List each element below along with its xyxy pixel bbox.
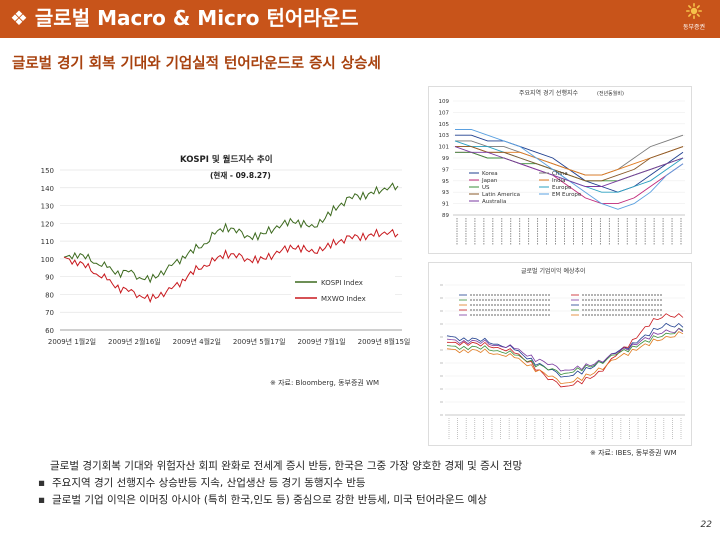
leading-y-tick-label: 93 (442, 190, 449, 196)
earnings-source-note: ※ 자료: IBES, 동부증권 WM (590, 449, 677, 457)
leading-legend-label: Japan (481, 178, 498, 184)
leading-chart-title: 주요지역 경기 선행지수 (519, 89, 578, 97)
leading-y-tick-label: 107 (439, 110, 450, 116)
kospi-y-tick-label: 90 (45, 274, 54, 282)
leading-y-tick-label: 99 (442, 156, 449, 162)
leading-legend-label: China (552, 171, 568, 177)
kospi-y-tick-label: 110 (41, 238, 54, 246)
kospi-chart-title: KOSPI 및 월드지수 추이 (180, 154, 273, 165)
kospi-legend-label: MXWO Index (321, 295, 366, 303)
kospi-legend-box (291, 272, 395, 306)
kospi-chart-svg: KOSPI 및 월드지수 추이 (현재 - 09.8.27) 60 70 80 90 100… (41, 154, 411, 346)
summary-bullet-text: 글로벌 기업 이익은 이머징 아시아 (특히 한국,인도 등) 중심으로 강한 … (52, 494, 487, 506)
kospi-x-tick-label: 2009년 1월2일 (48, 337, 96, 346)
header-bar: ❖ 글로벌 Macro & Micro 턴어라운드 동부증권 (0, 0, 720, 38)
kospi-y-tick-label: 130 (41, 203, 54, 211)
earnings-series-line (446, 327, 684, 372)
leading-legend-label: EM Europe (552, 192, 582, 198)
square-bullet-icon: ▪ (38, 494, 46, 506)
leading-legend-label: Latin America (482, 192, 520, 198)
kospi-chart: KOSPI 및 월드지수 추이 (현재 - 09.8.27) 60 70 80 90 100… (30, 150, 425, 375)
diamond-bullet-icon: ❖ (10, 6, 28, 30)
leading-legend-label: Australia (482, 199, 506, 205)
slide-subtitle: 글로벌 경기 회복 기대와 기업실적 턴어라운드로 증시 상승세 (12, 56, 381, 72)
kospi-y-tick-label: 100 (41, 256, 54, 264)
leading-series-line (455, 146, 684, 182)
kospi-source-note: ※ 자료: Bloomberg, 동부증권 WM (270, 379, 380, 387)
leading-series-line (454, 146, 684, 187)
kospi-x-tick-label: 2009년 5월17일 (233, 337, 286, 346)
kospi-series-line (63, 182, 399, 284)
summary-bullet-1: ▪ 주요지역 경기 선행지수 상승반등 지속, 산업생산 등 경기 동행지수 반등 (38, 475, 688, 492)
kospi-legend-label: KOSPI Index (321, 279, 363, 287)
summary-intro: 글로벌 경기회복 기대와 위험자산 회피 완화로 전세계 증시 반등, 한국은 … (50, 460, 523, 472)
leading-y-tick-label: 101 (439, 145, 450, 151)
earnings-series-line (446, 331, 684, 385)
kospi-y-tick-label: 150 (41, 167, 54, 175)
logo-text: 동부증권 (682, 24, 706, 31)
leading-legend-label: India (552, 178, 566, 184)
earnings-series-line (446, 327, 684, 376)
earnings-chart-title: 글로벌 기업이익 예상추이 (521, 267, 586, 275)
slide-title: ❖ 글로벌 Macro & Micro 턴어라운드 (10, 4, 358, 32)
summary-bullet-2: ▪ 글로벌 기업 이익은 이머징 아시아 (특히 한국,인도 등) 중심으로 강한… (38, 492, 688, 509)
kospi-series-line (63, 228, 399, 304)
leading-index-chart: 주요지역 경기 선행지수 (전년동월비) 89 91 93 95 97 99 101 103 105… (428, 86, 692, 254)
kospi-y-tick-label: 70 (45, 309, 54, 317)
slide-title-text: 글로벌 Macro & Micro 턴어라운드 (34, 6, 359, 30)
leading-y-tick-label: 105 (439, 122, 450, 128)
leading-y-tick-label: 91 (442, 202, 449, 208)
kospi-y-tick-label: 140 (41, 185, 54, 193)
kospi-x-tick-label: 2009년 2월16일 (108, 337, 161, 346)
kospi-y-tick-label: 80 (45, 291, 54, 299)
kospi-x-tick-label: 2009년 7월1일 (297, 337, 345, 346)
kospi-chart-subtitle: (현재 - 09.8.27) (210, 170, 271, 180)
leading-y-tick-label: 97 (442, 167, 449, 173)
leading-chart-title-note: (전년동월비) (597, 90, 624, 97)
kospi-x-tick-label: 2009년 8월15일 (358, 337, 411, 346)
square-bullet-icon: ▪ (38, 477, 46, 489)
summary-bullet-text: 주요지역 경기 선행지수 상승반등 지속, 산업생산 등 경기 동행지수 반등 (52, 477, 366, 489)
company-logo: 동부증권 (678, 3, 710, 35)
sun-logo-icon (686, 3, 702, 19)
leading-index-chart-svg: 주요지역 경기 선행지수 (전년동월비) 89 91 93 95 97 99 101 103 105… (439, 89, 685, 245)
page-number: 22 (700, 520, 712, 530)
summary-text-block: 글로벌 경기회복 기대와 위험자산 회피 완화로 전세계 증시 반등, 한국은 … (38, 458, 688, 524)
leading-legend-label: US (482, 185, 490, 191)
leading-y-tick-label: 109 (439, 99, 450, 105)
kospi-x-tick-label: 2009년 4월2일 (173, 337, 221, 346)
kospi-y-tick-label: 60 (45, 327, 54, 335)
leading-y-tick-label: 95 (442, 179, 449, 185)
leading-legend-label: Europe (552, 185, 572, 191)
kospi-y-tick-label: 120 (41, 220, 54, 228)
earnings-series-line (446, 313, 684, 388)
earnings-series-line (446, 322, 684, 378)
earnings-chart: 글로벌 기업이익 예상추이 (428, 262, 692, 446)
leading-y-tick-label: 103 (439, 133, 450, 139)
earnings-chart-svg: 글로벌 기업이익 예상추이 (440, 267, 685, 439)
leading-y-tick-label: 89 (442, 213, 449, 219)
leading-legend-label: Korea (482, 171, 498, 177)
